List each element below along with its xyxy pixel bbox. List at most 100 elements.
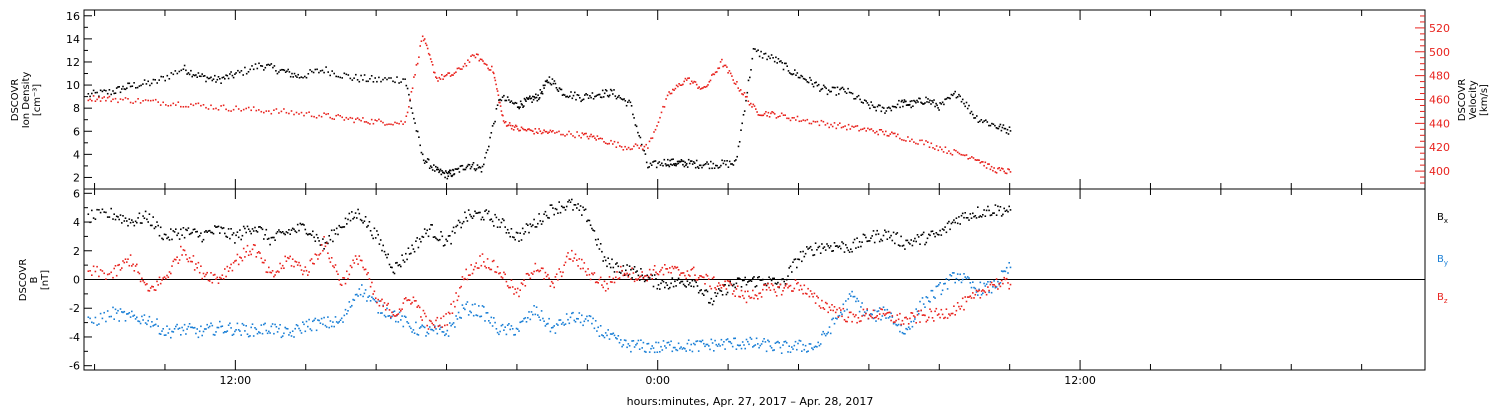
velocity-point xyxy=(960,153,962,156)
b-Bz-point xyxy=(564,261,567,264)
b-Bz-point xyxy=(1002,282,1004,285)
density-point xyxy=(838,93,840,95)
b-Bx-point xyxy=(808,247,811,249)
density-point xyxy=(489,136,491,139)
density-point xyxy=(207,77,210,80)
density-point xyxy=(504,99,506,102)
b-Bz-point xyxy=(108,273,111,275)
b-Bz-point xyxy=(203,275,206,278)
velocity-point xyxy=(544,130,547,133)
b-By-point xyxy=(857,300,860,302)
b-tick-label: -6 xyxy=(69,360,80,373)
velocity-point xyxy=(122,98,124,101)
b-Bz-point xyxy=(931,317,934,319)
b-By-point xyxy=(283,332,285,335)
density-point xyxy=(252,68,255,71)
density-point xyxy=(781,62,783,64)
velocity-point xyxy=(202,104,205,106)
density-point xyxy=(924,102,926,104)
b-Bz-point xyxy=(885,313,887,315)
density-point xyxy=(698,164,701,167)
b-Bx-point xyxy=(229,237,231,240)
velocity-point xyxy=(431,64,434,66)
b-By-point xyxy=(216,326,219,329)
density-point xyxy=(182,68,185,70)
b-By-point xyxy=(631,340,633,342)
legend-Bx: Bx xyxy=(1437,212,1448,225)
density-point xyxy=(478,166,481,168)
b-Bx-point xyxy=(1003,207,1005,210)
b-Bx-point xyxy=(129,221,132,224)
b-Bx-point xyxy=(214,225,216,227)
velocity-point xyxy=(883,133,886,136)
b-Bx-point xyxy=(809,245,812,248)
b-Bx-point xyxy=(618,271,621,273)
b-By-point xyxy=(485,312,488,314)
b-Bz-point xyxy=(515,291,518,294)
b-By-point xyxy=(454,326,456,328)
b-Bz-point xyxy=(733,290,735,292)
b-Bx-point xyxy=(995,214,998,216)
b-Bz-point xyxy=(362,266,364,269)
b-Bz-point xyxy=(620,265,622,268)
b-By-point xyxy=(200,325,202,328)
b-By-point xyxy=(211,324,214,327)
velocity-point xyxy=(672,88,674,91)
b-By-point xyxy=(149,325,152,328)
velocity-point xyxy=(687,77,689,80)
b-Bz-point xyxy=(214,273,216,276)
b-Bz-point xyxy=(229,267,231,269)
b-Bx-point xyxy=(92,217,95,219)
b-By-point xyxy=(581,314,583,317)
density-point xyxy=(429,165,432,167)
b-By-point xyxy=(710,338,713,341)
density-point xyxy=(956,96,959,98)
density-point xyxy=(105,89,107,92)
b-Bz-point xyxy=(796,282,798,285)
density-point xyxy=(703,163,706,166)
b-By-point xyxy=(612,332,615,335)
velocity-point xyxy=(682,83,684,86)
b-Bx-point xyxy=(339,226,342,228)
velocity-point xyxy=(734,83,737,85)
density-point xyxy=(725,163,727,166)
b-By-point xyxy=(911,325,914,328)
b-Bz-point xyxy=(959,308,961,310)
b-Bz-point xyxy=(147,289,149,292)
b-Bx-point xyxy=(147,221,149,223)
velocity-point xyxy=(245,107,247,110)
density-point xyxy=(115,87,118,89)
velocity-point xyxy=(514,124,517,127)
velocity-point xyxy=(443,75,446,78)
b-By-point xyxy=(381,312,383,314)
velocity-point xyxy=(998,167,1000,169)
b-By-point xyxy=(383,314,386,317)
density-point xyxy=(731,163,733,165)
b-Bx-point xyxy=(119,214,122,216)
density-point xyxy=(224,78,226,80)
b-Bz-point xyxy=(946,317,949,319)
b-Bx-point xyxy=(675,285,677,287)
b-By-point xyxy=(791,346,793,348)
b-By-point xyxy=(361,284,363,286)
velocity-point xyxy=(491,65,493,68)
b-By-point xyxy=(523,317,525,320)
b-By-point xyxy=(801,350,803,352)
b-Bx-point xyxy=(200,232,202,234)
density-point xyxy=(335,75,337,78)
velocity-point xyxy=(581,132,584,134)
b-Bz-point xyxy=(701,276,704,278)
velocity-point xyxy=(547,132,549,134)
b-Bx-point xyxy=(620,272,622,274)
b-Bz-point xyxy=(244,256,246,258)
velocity-point xyxy=(119,98,122,100)
velocity-point xyxy=(323,112,325,114)
b-Bz-point xyxy=(637,278,640,280)
b-Bz-point xyxy=(290,265,293,267)
b-Bz-point xyxy=(670,272,672,274)
b-By-point xyxy=(657,341,660,344)
velocity-point xyxy=(601,137,603,140)
b-Bx-point xyxy=(985,209,988,212)
velocity-point xyxy=(761,114,763,117)
density-point xyxy=(523,97,526,100)
